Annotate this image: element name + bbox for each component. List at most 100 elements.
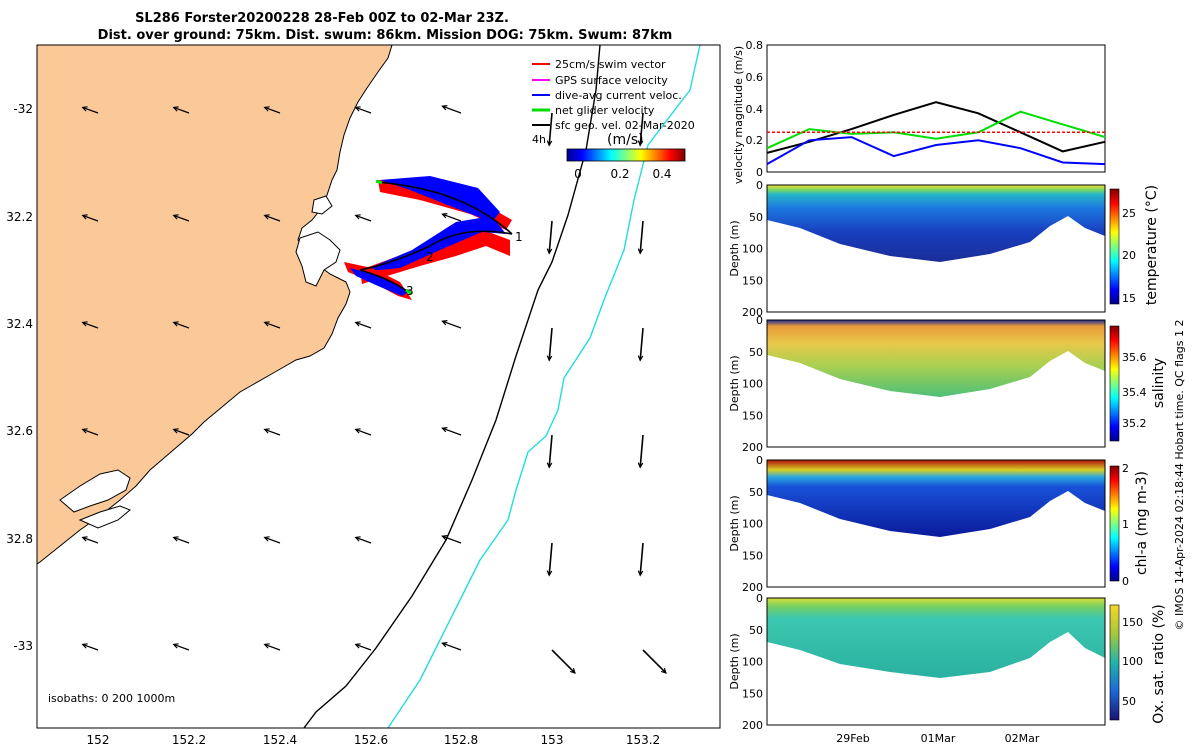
lon-tick: 152.4: [263, 733, 297, 747]
velocity-arrow: [82, 321, 99, 329]
velocity-series-line: [766, 136, 1106, 166]
depth-label: Depth (m): [728, 220, 741, 276]
temperature-panel: 25 20 15 temperature (°C): [766, 184, 1160, 313]
vel-ytick: 0.8: [746, 39, 764, 52]
arrow-head: [546, 248, 553, 255]
title-line1: SL286 Forster20200228 28-Feb 00Z to 02-M…: [135, 11, 509, 26]
depth-tick: 50: [749, 346, 763, 359]
vel-ytick: 0.4: [746, 103, 764, 116]
vel-ytick: 0.6: [746, 71, 764, 84]
waypoint-label: 1: [515, 230, 523, 244]
velocity-panel: 0 0.2 0.4 0.6 0.8 velocity magnitude (m/…: [732, 39, 1106, 184]
arrow-head: [354, 428, 361, 434]
velocity-arrow: [264, 321, 281, 329]
depth-tick: 200: [742, 441, 763, 454]
oxygen-panel: 150 100 50 Ox. sat. ratio (%): [766, 597, 1167, 726]
arrow-head: [637, 462, 644, 469]
chl-cb-tick: 1: [1122, 518, 1129, 531]
velocity-arrow: [548, 220, 553, 254]
colorbar-tick: 0.4: [652, 167, 671, 181]
depth-tick: 150: [742, 687, 763, 700]
velocity-series-line: [766, 110, 1106, 150]
depth-label: Depth (m): [728, 495, 741, 551]
arrow-head: [172, 643, 179, 649]
arrow-head: [441, 105, 448, 111]
velocity-arrow: [442, 213, 462, 222]
temp-cb-tick: 25: [1122, 207, 1136, 220]
depth-tick: 0: [756, 314, 763, 327]
arrow-head: [81, 428, 88, 434]
chla-label: chl-a (mg m-3): [1134, 471, 1150, 575]
velocity-arrow: [639, 220, 644, 254]
velocity-arrow: [548, 434, 553, 468]
velocity-arrow: [264, 214, 281, 222]
imos-credit: © IMOS 14-Apr-2024 02:18:44 Hobart time.…: [1173, 320, 1186, 631]
salinity-label: salinity: [1151, 358, 1167, 408]
salinity-section: [767, 320, 1105, 397]
ox-cb-tick: 150: [1122, 616, 1143, 629]
velocity-arrow: [173, 536, 190, 544]
colorbar-title: (m/s): [607, 132, 644, 148]
velocity-series-line: [766, 101, 1106, 154]
velocity-arrow: [642, 649, 667, 674]
map-lon-ticks: 152 152.2 152.4 152.6 152.8 153 153.2: [87, 733, 661, 747]
oxygen-section: [767, 598, 1105, 678]
velocity-arrow: [173, 214, 190, 222]
map-lat-ticks: -32 32.2 32.4 32.6 32.8 -33: [6, 102, 33, 653]
arrow-head: [546, 570, 553, 577]
velocity-arrow: [355, 321, 372, 329]
velocity-arrow: [82, 428, 99, 436]
legend-current: dive-avg current veloc.: [555, 89, 682, 102]
arrow-head: [81, 643, 88, 649]
oxygen-label: Ox. sat. ratio (%): [1151, 604, 1167, 723]
isobath-1000m: [387, 45, 701, 728]
arrow-head: [441, 320, 448, 326]
velocity-arrow: [548, 112, 553, 146]
velocity-arrow: [639, 327, 644, 361]
waypoint-label: 3: [406, 284, 414, 298]
arrow-head: [172, 106, 179, 112]
speed-colorbar: [566, 148, 686, 162]
arrow-head: [263, 106, 270, 112]
velocity-arrow: [355, 214, 372, 222]
depth-tick: 200: [742, 581, 763, 594]
depth-tick: 150: [742, 274, 763, 287]
depth-tick: 100: [742, 656, 763, 669]
ox-cb-tick: 100: [1122, 655, 1143, 668]
arrow-head: [263, 428, 270, 434]
salinity-colorbar: [1109, 325, 1120, 442]
lake: [59, 469, 131, 513]
velocity-arrow: [548, 327, 553, 361]
legend-geo: sfc geo. vel. 02-Mar-2020: [555, 119, 695, 132]
lon-tick: 153: [541, 733, 564, 747]
lat-tick: 32.4: [6, 317, 33, 331]
lon-tick: 153.2: [626, 733, 660, 747]
arrow-head: [263, 643, 270, 649]
depth-tick: 150: [742, 549, 763, 562]
temperature-label: temperature (°C): [1144, 185, 1160, 305]
arrow-head: [81, 321, 88, 327]
surface-velocity-arrows: [81, 105, 667, 674]
velocity-arrow: [173, 428, 190, 436]
arrow-head: [172, 321, 179, 327]
depth-tick: 200: [742, 719, 763, 732]
arrow-head: [441, 213, 448, 219]
isobath-200m: [303, 45, 601, 728]
legend-gps: GPS surface velocity: [555, 74, 668, 87]
depth-label: Depth (m): [728, 633, 741, 689]
velocity-arrow: [82, 536, 99, 544]
lon-tick: 152.6: [354, 733, 388, 747]
velocity-ylabel: velocity magnitude (m/s): [732, 46, 745, 184]
depth-tick: 100: [742, 518, 763, 531]
depth-tick: 150: [742, 409, 763, 422]
velocity-arrow: [548, 542, 553, 576]
legend-net: net glider velocity: [555, 104, 655, 117]
arrow-head: [172, 214, 179, 220]
map-panel: 1 2 3 152 152.2 152.4 152.6 152.8 153 15…: [6, 44, 721, 747]
time-tick: 02Mar: [1005, 732, 1040, 745]
isobath-label: isobaths: 0 200 1000m: [48, 692, 175, 705]
arrow-head: [637, 570, 644, 577]
chla-colorbar: [1109, 465, 1120, 582]
velocity-arrow: [173, 643, 190, 651]
temp-cb-tick: 20: [1122, 249, 1136, 262]
